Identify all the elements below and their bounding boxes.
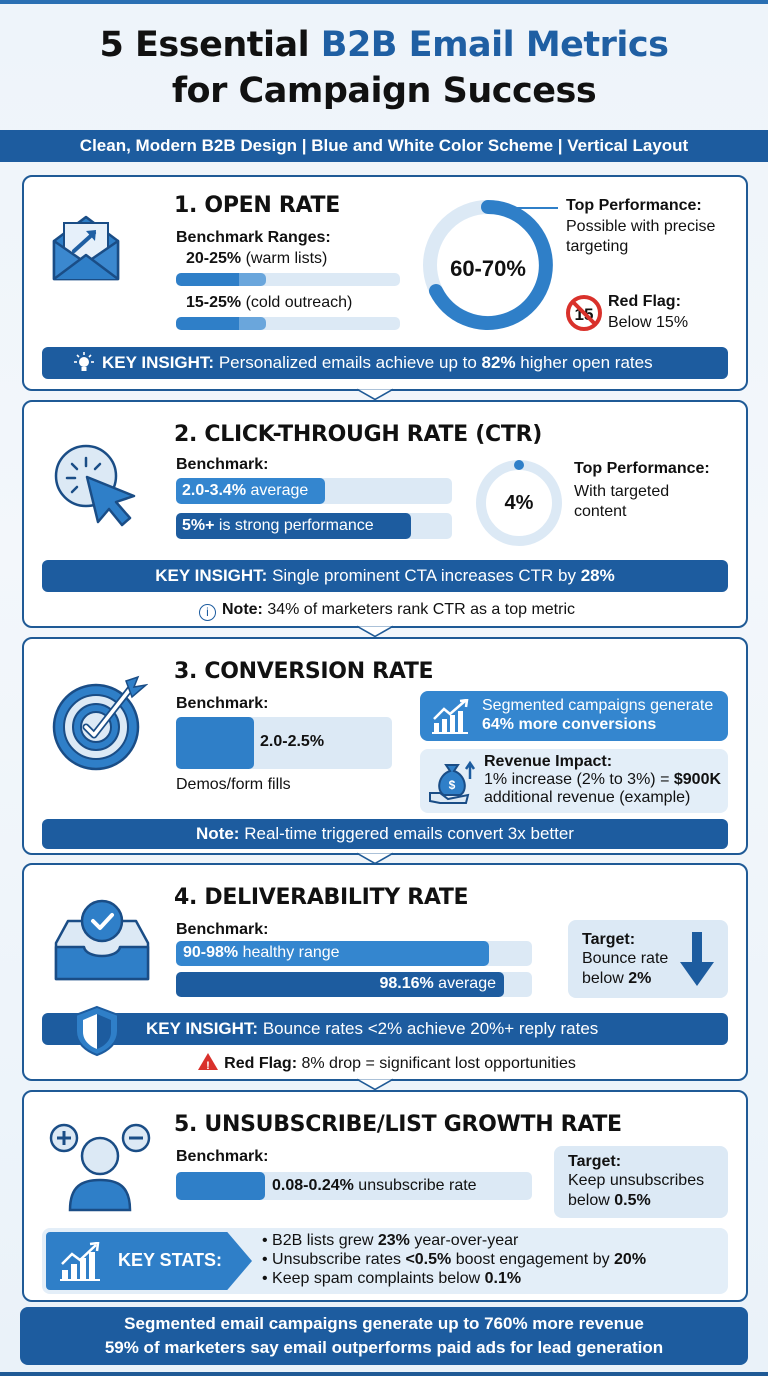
stat-item: • Unsubscribe rates <0.5% boost engageme…	[262, 1251, 647, 1268]
key-stats-tag: KEY STATS:	[46, 1232, 252, 1290]
shield-icon	[75, 1005, 119, 1057]
footer-line-1: Segmented email campaigns generate up to…	[124, 1314, 644, 1333]
range-warm-bar	[176, 273, 400, 286]
money-bag-hand-icon: $	[429, 760, 476, 804]
cursor-click-icon	[54, 444, 136, 527]
metric-card-open-rate: 1. OPEN RATE Benchmark Ranges: 20-25% (w…	[22, 175, 748, 391]
chevron-connector	[356, 1078, 394, 1091]
bar-caption: Demos/form fills	[176, 776, 291, 793]
arrow-down-icon	[680, 932, 714, 986]
lightbulb-icon	[74, 352, 94, 371]
range-cold-label: 15-25% (cold outreach)	[186, 294, 353, 311]
ctr-average-bar: 2.0-3.4% average	[176, 478, 452, 504]
conversion-bar: 2.0-2.5%	[176, 717, 392, 769]
user-plus-minus-icon	[49, 1123, 151, 1212]
chevron-connector	[356, 852, 394, 865]
red-flag-label: Red Flag:	[608, 293, 681, 310]
warning-icon: !	[198, 1053, 219, 1072]
no-15-icon: 15	[566, 295, 602, 331]
unsubscribe-bar: 0.08-0.24% unsubscribe rate	[176, 1172, 532, 1200]
key-insight-bar: KEY INSIGHT: Bounce rates <2% achieve 20…	[42, 1013, 728, 1045]
title-line2: for Campaign Success	[171, 71, 597, 111]
key-insight-bar: KEY INSIGHT: Single prominent CTA increa…	[42, 560, 728, 592]
card-title: 2. CLICK-THROUGH RATE (CTR)	[174, 422, 542, 447]
title-accent: B2B Email Metrics	[320, 25, 669, 65]
donut-connector	[514, 207, 558, 209]
top-performance-text: Possible with precise targeting	[566, 218, 716, 255]
healthy-range-bar: 90-98% healthy range	[176, 941, 532, 966]
top-performance-text: With targeted content	[574, 483, 670, 520]
metric-card-conversion: 3. CONVERSION RATE Benchmark: 2.0-2.5% D…	[22, 637, 748, 855]
donut-value: 4%	[504, 492, 534, 514]
donut-value: 60-70%	[450, 256, 526, 281]
target-panel: Target: Keep unsubscribes below 0.5%	[554, 1146, 728, 1218]
chevron-connector	[356, 625, 394, 638]
metric-card-ctr: 2. CLICK-THROUGH RATE (CTR) Benchmark: 2…	[22, 400, 748, 628]
stat-item: • B2B lists grew 23% year-over-year	[262, 1232, 519, 1249]
benchmark-label: Benchmark:	[176, 456, 269, 473]
revenue-impact-panel: $ Revenue Impact: 1% increase (2% to 3%)…	[420, 749, 728, 813]
red-flag-note: ! Red Flag: 8% drop = significant lost op…	[24, 1053, 750, 1074]
card-title: 4. DELIVERABILITY RATE	[174, 885, 469, 910]
title-part1: 5 Essential	[99, 25, 321, 65]
average-bar: 98.16% average	[176, 972, 532, 997]
note-bar: Note: Real-time triggered emails convert…	[42, 819, 728, 849]
ctr-donut	[476, 460, 562, 546]
footer-line-2: 59% of marketers say email outperforms p…	[104, 1338, 664, 1357]
growth-chart-icon	[60, 1242, 100, 1281]
segmented-panel: Segmented campaigns generate 64% more co…	[420, 691, 728, 741]
footer-banner: Segmented email campaigns generate up to…	[20, 1307, 748, 1365]
top-performance-label: Top Performance:	[574, 460, 710, 477]
benchmark-label: Benchmark:	[176, 921, 269, 938]
page-title: 5 Essential B2B Email Metrics for Campai…	[0, 22, 768, 114]
ctr-strong-bar: 5%+ is strong performance	[176, 513, 452, 539]
metric-card-deliverability: 4. DELIVERABILITY RATE Benchmark: 90-98%…	[22, 863, 748, 1081]
benchmark-label: Benchmark:	[176, 1148, 269, 1165]
growth-chart-icon	[432, 699, 469, 734]
target-panel: Target: Bounce rate below 2%	[568, 920, 728, 998]
benchmark-label: Benchmark Ranges:	[176, 229, 331, 246]
footer-frame	[0, 1296, 768, 1376]
envelope-arrow-icon	[52, 215, 120, 281]
chevron-connector	[356, 388, 394, 401]
red-flag-text: Below 15%	[608, 314, 689, 331]
svg-text:$: $	[449, 778, 456, 792]
key-insight-bar: KEY INSIGHT: Personalized emails achieve…	[42, 347, 728, 379]
key-stats-panel: KEY STATS: • B2B lists grew 23% year-ove…	[42, 1228, 728, 1294]
target-check-icon	[52, 675, 148, 771]
range-warm-label: 20-25% (warm lists)	[186, 250, 328, 267]
top-performance-label: Top Performance:	[566, 197, 702, 214]
card-title: 5. UNSUBSCRIBE/LIST GROWTH RATE	[174, 1112, 622, 1137]
stat-item: • Keep spam complaints below 0.1%	[262, 1270, 522, 1287]
benchmark-label: Benchmark:	[176, 695, 269, 712]
metric-card-unsubscribe: 5. UNSUBSCRIBE/LIST GROWTH RATE Benchmar…	[22, 1090, 748, 1302]
range-cold-bar	[176, 317, 400, 330]
open-rate-donut	[423, 200, 553, 330]
card-title: 1. OPEN RATE	[174, 193, 340, 218]
ctr-note: i Note: 34% of marketers rank CTR as a to…	[24, 600, 750, 621]
card-title: 3. CONVERSION RATE	[174, 659, 434, 684]
subtitle-bar: Clean, Modern B2B Design | Blue and Whit…	[0, 130, 768, 162]
inbox-check-icon	[54, 899, 150, 981]
info-icon: i	[199, 604, 216, 621]
